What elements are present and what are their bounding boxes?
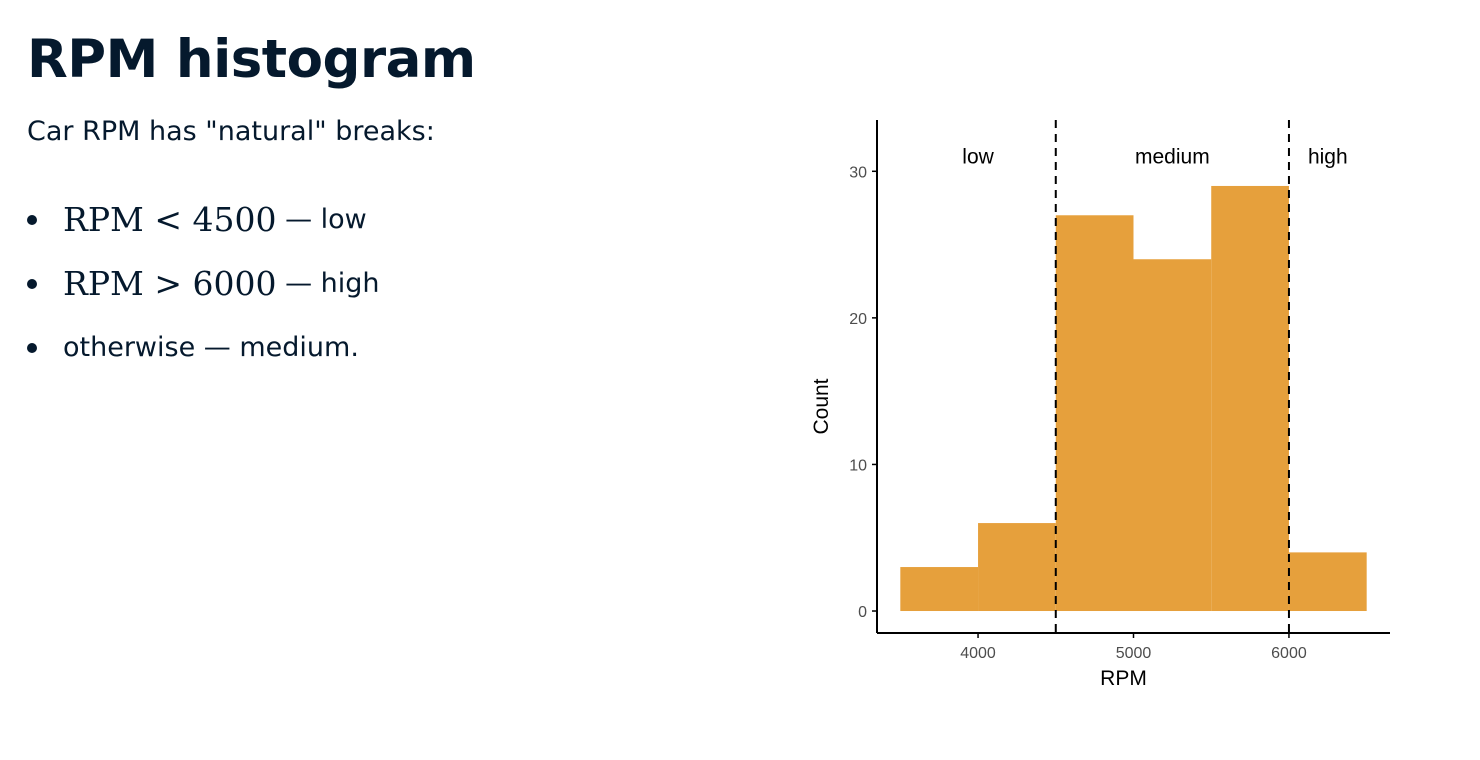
histogram-bar-1: [900, 567, 979, 612]
labels-layer: RPM Count low medium high: [810, 146, 1348, 690]
bullet-label-medium: otherwise — medium.: [63, 331, 359, 363]
math-rpm: RPM: [63, 199, 144, 239]
histogram-bar-5: [1211, 185, 1289, 612]
bullet-dot: [27, 279, 37, 289]
bullet-dot: [27, 215, 37, 225]
bars-layer: [900, 185, 1367, 612]
region-label-high: high: [1308, 146, 1348, 169]
x-tick-label: 4000: [960, 645, 996, 662]
y-tick-label: 20: [849, 311, 867, 328]
math-less-than: <: [154, 199, 182, 239]
rpm-histogram-chart: 0 10 20 30 4000 5000 6000 RPM Count low medium hig…: [800, 100, 1420, 720]
y-tick-label: 30: [849, 164, 867, 181]
bullet-medium: otherwise — medium.: [27, 315, 380, 379]
histogram-svg: 0 10 20 30 4000 5000 6000 RPM Count low medium hig…: [810, 120, 1390, 690]
histogram-bar-2: [978, 523, 1056, 612]
region-label-low: low: [962, 146, 994, 169]
bullet-high: RPM > 6000 — high: [27, 251, 380, 315]
bullet-dot: [27, 343, 37, 353]
y-tick-label: 0: [858, 604, 867, 621]
axes-layer: 0 10 20 30 4000 5000 6000: [849, 120, 1390, 662]
x-tick-label: 5000: [1116, 645, 1152, 662]
y-axis-title: Count: [810, 378, 833, 434]
intro-text: Car RPM has "natural" breaks:: [27, 116, 435, 147]
x-axis-title: RPM: [1100, 667, 1147, 690]
region-label-medium: medium: [1135, 146, 1210, 169]
bullet-list: RPM < 4500 — low RPM > 6000 — high other…: [27, 187, 380, 379]
math-4500: 4500: [192, 199, 277, 239]
x-tick-label: 6000: [1271, 645, 1307, 662]
bullet-low: RPM < 4500 — low: [27, 187, 380, 251]
bullet-label-high: high: [320, 267, 380, 299]
slide-title: RPM histogram: [27, 29, 476, 90]
histogram-bar-3: [1055, 215, 1134, 612]
math-6000: 6000: [192, 263, 277, 303]
bullet-label-low: low: [320, 203, 367, 235]
bullet-dash: —: [276, 203, 321, 235]
y-tick-label: 10: [849, 457, 867, 474]
bullet-dash: —: [276, 267, 321, 299]
break-lines-layer: [1054, 120, 1290, 633]
histogram-bar-4: [1133, 259, 1212, 612]
math-rpm: RPM: [63, 263, 144, 303]
math-greater-than: >: [154, 263, 182, 303]
histogram-bar-6: [1288, 552, 1367, 612]
